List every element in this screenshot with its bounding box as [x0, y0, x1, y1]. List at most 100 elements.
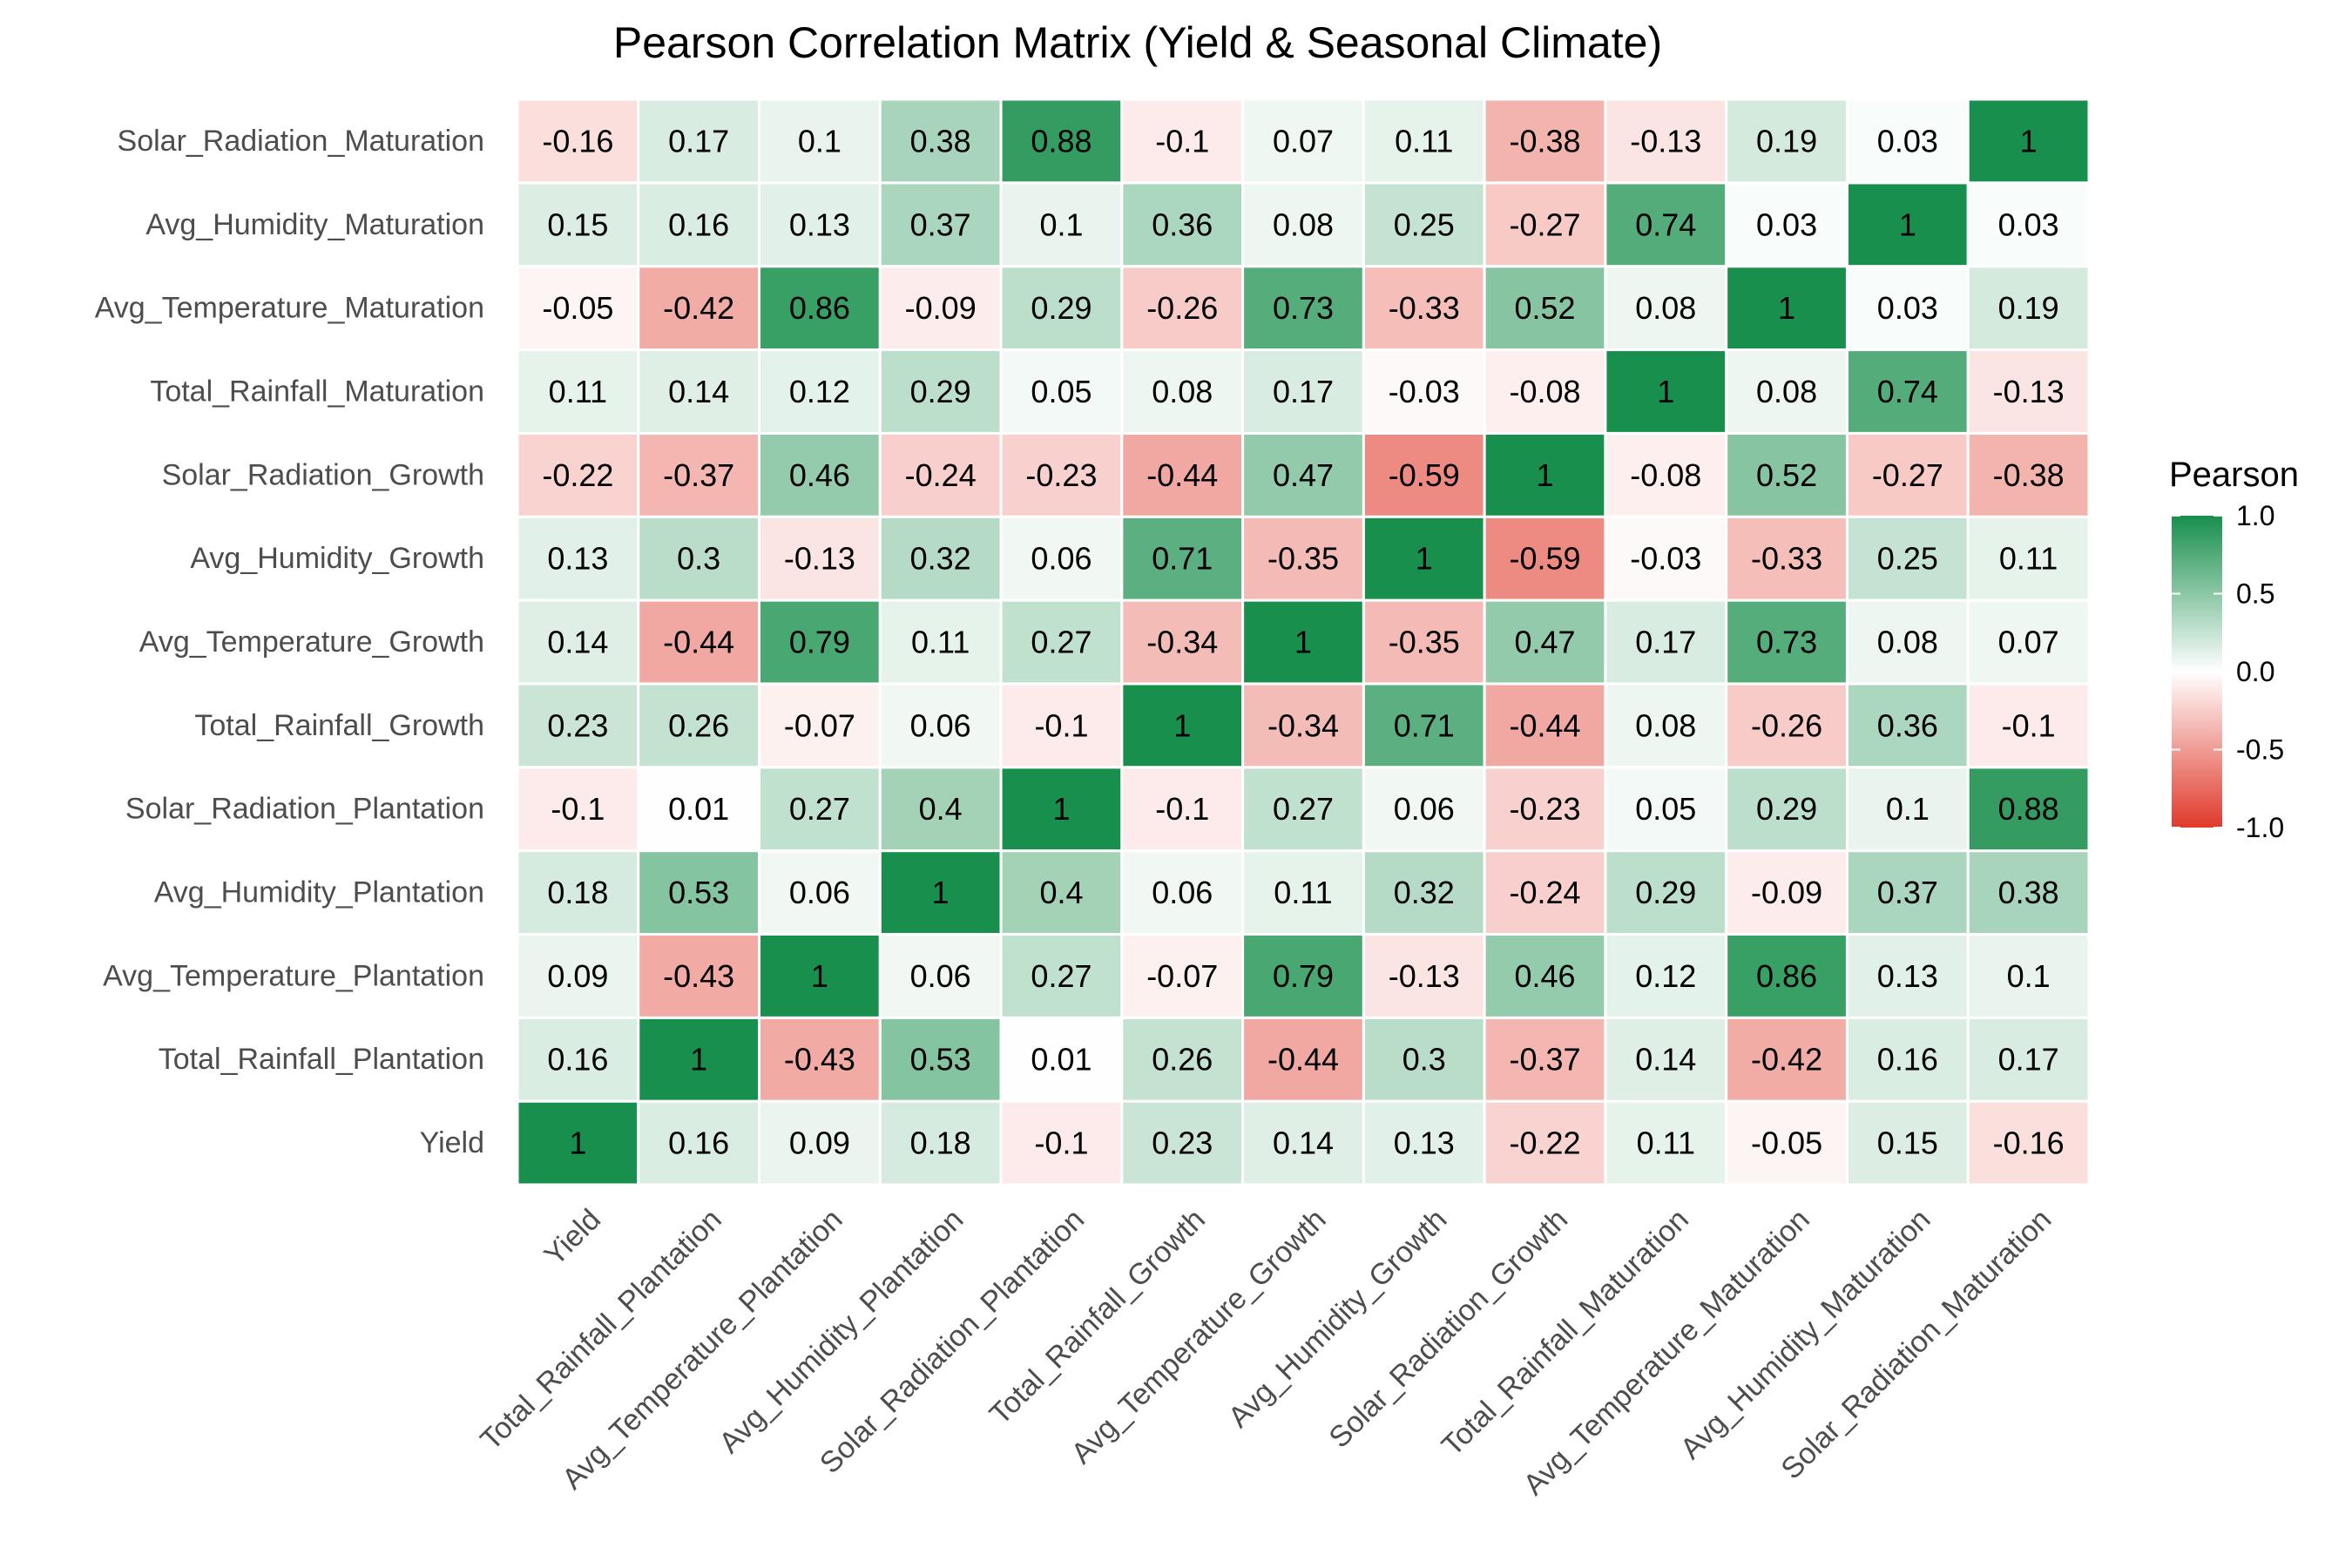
cell-value-label: 0.52 [1514, 290, 1575, 326]
cell-value-label: 1 [1416, 541, 1433, 577]
heatmap-cell [1241, 766, 1365, 853]
heatmap-cell [1725, 1016, 1848, 1103]
cell-value-label: 0.11 [1637, 1125, 1695, 1161]
heatmap-cell [1483, 766, 1607, 853]
cell-value-label: 0.27 [1031, 625, 1092, 660]
y-tick-label: Avg_Humidity_Maturation [145, 208, 484, 241]
cell-value-label: 0.47 [1514, 625, 1575, 660]
cell-value-label: 0.13 [1877, 958, 1938, 994]
cell-value-label: 0.03 [1877, 123, 1938, 159]
cell-value-label: 0.12 [1635, 958, 1696, 994]
cell-value-label: -0.13 [1993, 374, 2065, 409]
heatmap-cell [1120, 1016, 1245, 1103]
y-tick-label: Solar_Radiation_Growth [162, 458, 484, 491]
cell-value-label: 0.38 [1998, 875, 2059, 910]
cell-value-label: -0.42 [1751, 1042, 1822, 1078]
heatmap-cell [1725, 431, 1848, 518]
cell-value-label: -0.16 [1993, 1125, 2065, 1161]
cell-value-label: 0.16 [668, 1125, 729, 1161]
cell-value-label: 0.38 [910, 123, 971, 159]
cell-value-label: -0.37 [663, 457, 734, 493]
cell-value-label: -0.38 [1510, 123, 1581, 159]
cell-value-label: 0.06 [1031, 541, 1092, 577]
cell-value-label: 0.03 [1756, 206, 1817, 242]
cell-value-label: 0.03 [1877, 290, 1938, 326]
cell-value-label: 0.14 [1273, 1125, 1334, 1161]
cell-value-label: -0.08 [1630, 457, 1701, 493]
heatmap-cell [878, 1099, 1003, 1186]
heatmap-cell [1966, 181, 2091, 268]
cell-value-label: 0.73 [1273, 290, 1334, 326]
cell-value-label: 0.11 [911, 625, 970, 660]
heatmap-cell [1725, 98, 1848, 185]
cell-value-label: 0.88 [1031, 123, 1092, 159]
cell-value-label: -0.1 [1034, 1125, 1088, 1161]
cell-value-label: 0.06 [1394, 791, 1455, 827]
y-tick-label: Yield [420, 1126, 484, 1159]
cell-value-label: 0.16 [547, 1042, 608, 1078]
cell-value-label: 1 [1052, 791, 1070, 827]
cell-value-label: 0.29 [1031, 290, 1092, 326]
heatmap-cell [1725, 181, 1848, 268]
cell-value-label: 0.11 [1395, 123, 1453, 159]
cell-value-label: -0.35 [1267, 541, 1339, 577]
cell-value-label: -0.43 [663, 958, 734, 994]
heatmap-cells: 1 0.16 0.09 0.18 -0.1 0.23 0.14 0.13 -0.22 0.11 -0… [516, 98, 2091, 1186]
cell-value-label: -0.1 [1155, 123, 1209, 159]
y-axis-labels: Yield Total_Rainfall_Plantation Avg_Temper… [95, 125, 484, 1159]
cell-value-label: 0.23 [1152, 1125, 1213, 1161]
y-tick-label: Avg_Temperature_Maturation [95, 292, 484, 325]
cell-value-label: 1 [569, 1125, 586, 1161]
cell-value-label: -0.13 [1630, 123, 1701, 159]
cell-value-label: 0.08 [1756, 374, 1817, 409]
heatmap-cell [1966, 1016, 2091, 1103]
heatmap-cell [1241, 265, 1365, 352]
cell-value-label: 0.12 [789, 374, 850, 409]
heatmap-cell [1725, 766, 1848, 853]
cell-value-label: 0.74 [1635, 206, 1696, 242]
cell-value-label: 0.73 [1756, 625, 1817, 660]
cell-value-label: 0.1 [1039, 206, 1083, 242]
cell-value-label: 0.29 [1756, 791, 1817, 827]
cell-value-label: 0.53 [668, 875, 729, 910]
cell-value-label: -0.13 [784, 541, 855, 577]
cell-value-label: -0.23 [1510, 791, 1581, 827]
cell-value-label: 0.79 [1273, 958, 1334, 994]
heatmap-cell [1362, 598, 1486, 686]
heatmap-cell [758, 265, 882, 352]
heatmap-cell [1483, 431, 1607, 518]
cell-value-label: 1 [1899, 206, 1916, 242]
cell-value-label: 0.08 [1635, 290, 1696, 326]
cell-value-label: -0.38 [1993, 457, 2065, 493]
cell-value-label: 0.18 [547, 875, 608, 910]
cell-value-label: 0.29 [1635, 875, 1696, 910]
heatmap-cell [758, 348, 882, 435]
heatmap-cell [1241, 431, 1365, 518]
cell-value-label: -0.24 [905, 457, 977, 493]
cell-value-label: -0.26 [1751, 707, 1822, 743]
cell-value-label: -0.34 [1267, 707, 1339, 743]
cell-value-label: 0.17 [1273, 374, 1334, 409]
cell-value-label: 0.1 [1886, 791, 1930, 827]
heatmap-cell [516, 1099, 640, 1186]
cell-value-label: 0.86 [1756, 958, 1817, 994]
cell-value-label: 0.3 [677, 541, 720, 577]
y-tick-label: Solar_Radiation_Maturation [118, 125, 484, 158]
cell-value-label: 1 [2020, 123, 2038, 159]
cell-value-label: 0.79 [789, 625, 850, 660]
y-tick-label: Solar_Radiation_Plantation [125, 793, 484, 826]
cell-value-label: 0.13 [1394, 1125, 1455, 1161]
cell-value-label: 0.14 [1635, 1042, 1696, 1078]
cell-value-label: -0.1 [1155, 791, 1209, 827]
heatmap-cell [1604, 766, 1728, 853]
heatmap-cell [1362, 265, 1486, 352]
heatmap-cell [1845, 1099, 1970, 1186]
y-tick-label: Avg_Temperature_Growth [139, 625, 484, 659]
cell-value-label: 0.3 [1402, 1042, 1446, 1078]
heatmap-cell [1604, 98, 1728, 185]
cell-value-label: -0.1 [551, 791, 605, 827]
heatmap-cell [1120, 682, 1245, 769]
heatmap-cell [1241, 598, 1365, 686]
heatmap-cell [878, 849, 1003, 936]
heatmap-cell [1845, 265, 1970, 352]
